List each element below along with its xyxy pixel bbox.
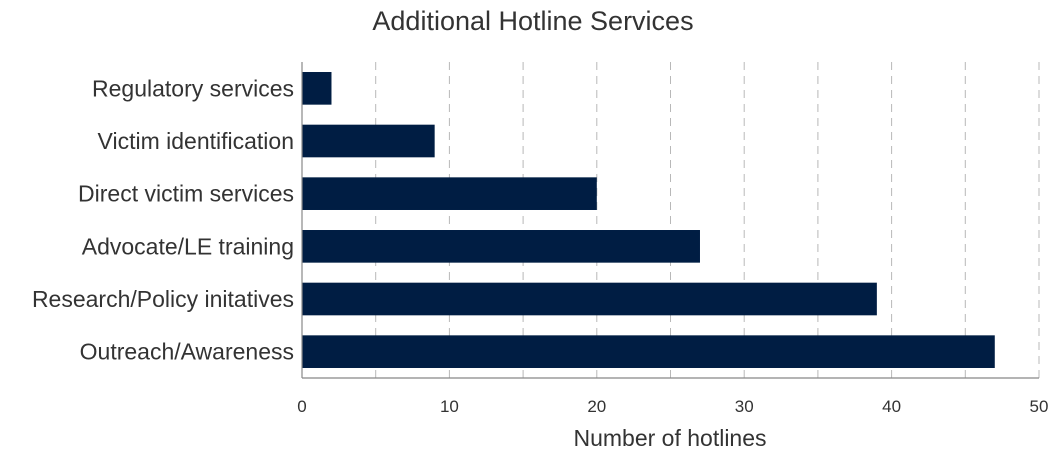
category-label: Victim identification <box>98 128 294 154</box>
x-axis-title: Number of hotlines <box>573 425 766 450</box>
category-labels: Regulatory services Victim identification… <box>32 75 294 364</box>
category-label: Outreach/Awareness <box>80 339 294 365</box>
x-tick-label: 30 <box>735 397 754 416</box>
x-tick-labels: 0 10 20 30 40 50 <box>297 397 1048 416</box>
bar <box>302 124 435 158</box>
chart-title: Additional Hotline Services <box>372 6 693 36</box>
x-tick-label: 50 <box>1030 397 1049 416</box>
x-tick-label: 0 <box>297 397 306 416</box>
bar <box>302 72 332 105</box>
bar <box>302 177 597 210</box>
category-label: Regulatory services <box>92 75 294 101</box>
bar <box>302 335 995 368</box>
x-tick-label: 10 <box>440 397 459 416</box>
bar <box>302 282 877 316</box>
x-tick-label: 40 <box>882 397 901 416</box>
x-tick-label: 20 <box>587 397 606 416</box>
category-label: Research/Policy initatives <box>32 286 294 312</box>
bars <box>302 72 995 368</box>
bar <box>302 230 700 263</box>
category-label: Advocate/LE training <box>82 233 294 259</box>
category-label: Direct victim services <box>78 181 294 207</box>
grid-lines <box>375 62 1040 378</box>
